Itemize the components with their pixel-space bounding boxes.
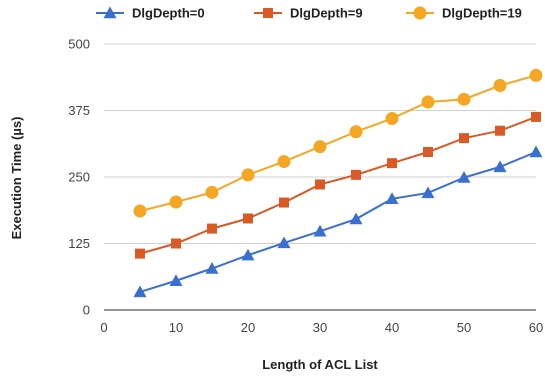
x-tick-label: 10 [169,320,183,335]
series-DlgDepth=0 [133,145,543,298]
triangle-marker [493,160,507,173]
circle-marker [421,95,435,109]
triangle-marker [349,212,363,225]
circle-marker [349,125,363,139]
x-tick-label: 0 [100,320,107,335]
circle-marker [529,68,543,82]
circle-marker [457,92,471,106]
circle-marker [241,168,255,182]
y-tick-label: 125 [68,236,90,251]
legend: DlgDepth=0 DlgDepth=9 DlgDepth=19 [96,6,522,21]
square-marker [495,125,505,136]
y-tick-label: 375 [68,103,90,118]
series-line [139,74,537,213]
x-tick-label: 30 [313,320,327,335]
triangle-marker [421,186,435,199]
triangle-marker [529,145,543,158]
y-tick-label: 250 [68,170,90,185]
circle-marker [205,185,219,199]
square-marker [207,223,217,234]
legend-label: DlgDepth=19 [442,6,522,21]
circle-marker [277,155,291,169]
square-marker [459,133,469,144]
x-tick-label: 50 [457,320,471,335]
triangle-marker [277,236,291,249]
y-tick-label: 500 [68,37,90,52]
triangle-marker [205,262,219,274]
triangle-marker [103,6,117,19]
series-group [133,68,543,298]
x-tick-label: 60 [529,320,543,335]
gridlines [104,43,536,311]
circle-marker [313,140,327,154]
x-tick-label: 40 [385,320,399,335]
series-line [139,151,537,293]
series-line [139,115,537,255]
y-tick-label: 0 [83,303,90,318]
triangle-marker [241,248,255,261]
square-marker [243,213,253,224]
circle-marker [493,78,507,92]
square-marker [423,146,433,157]
square-marker [171,238,181,249]
legend-item: DlgDepth=9 [254,6,363,21]
x-tick-label: 20 [241,320,255,335]
triangle-marker [133,285,147,298]
square-marker [279,197,289,208]
triangle-marker [169,274,183,286]
square-marker [387,158,397,169]
square-marker [263,8,273,18]
square-marker [351,169,361,180]
square-marker [315,179,325,190]
axes: 0 125 250 375 500 0 10 20 30 40 50 60 [68,37,543,336]
triangle-marker [313,224,327,237]
circle-marker [169,195,183,209]
legend-item: DlgDepth=19 [406,6,522,21]
legend-label: DlgDepth=9 [290,6,363,21]
series-DlgDepth=19 [133,68,543,218]
triangle-marker [457,171,471,183]
x-axis-title: Length of ACL List [262,357,378,372]
series-DlgDepth=9 [135,111,541,259]
triangle-marker [385,192,399,205]
legend-item: DlgDepth=0 [96,6,205,21]
square-marker [531,111,541,122]
circle-marker [133,204,147,218]
circle-marker [385,111,399,125]
y-axis-title: Execution Time (µs) [9,117,24,240]
square-marker [135,248,145,259]
circle-marker [413,6,427,20]
legend-label: DlgDepth=0 [132,6,205,21]
